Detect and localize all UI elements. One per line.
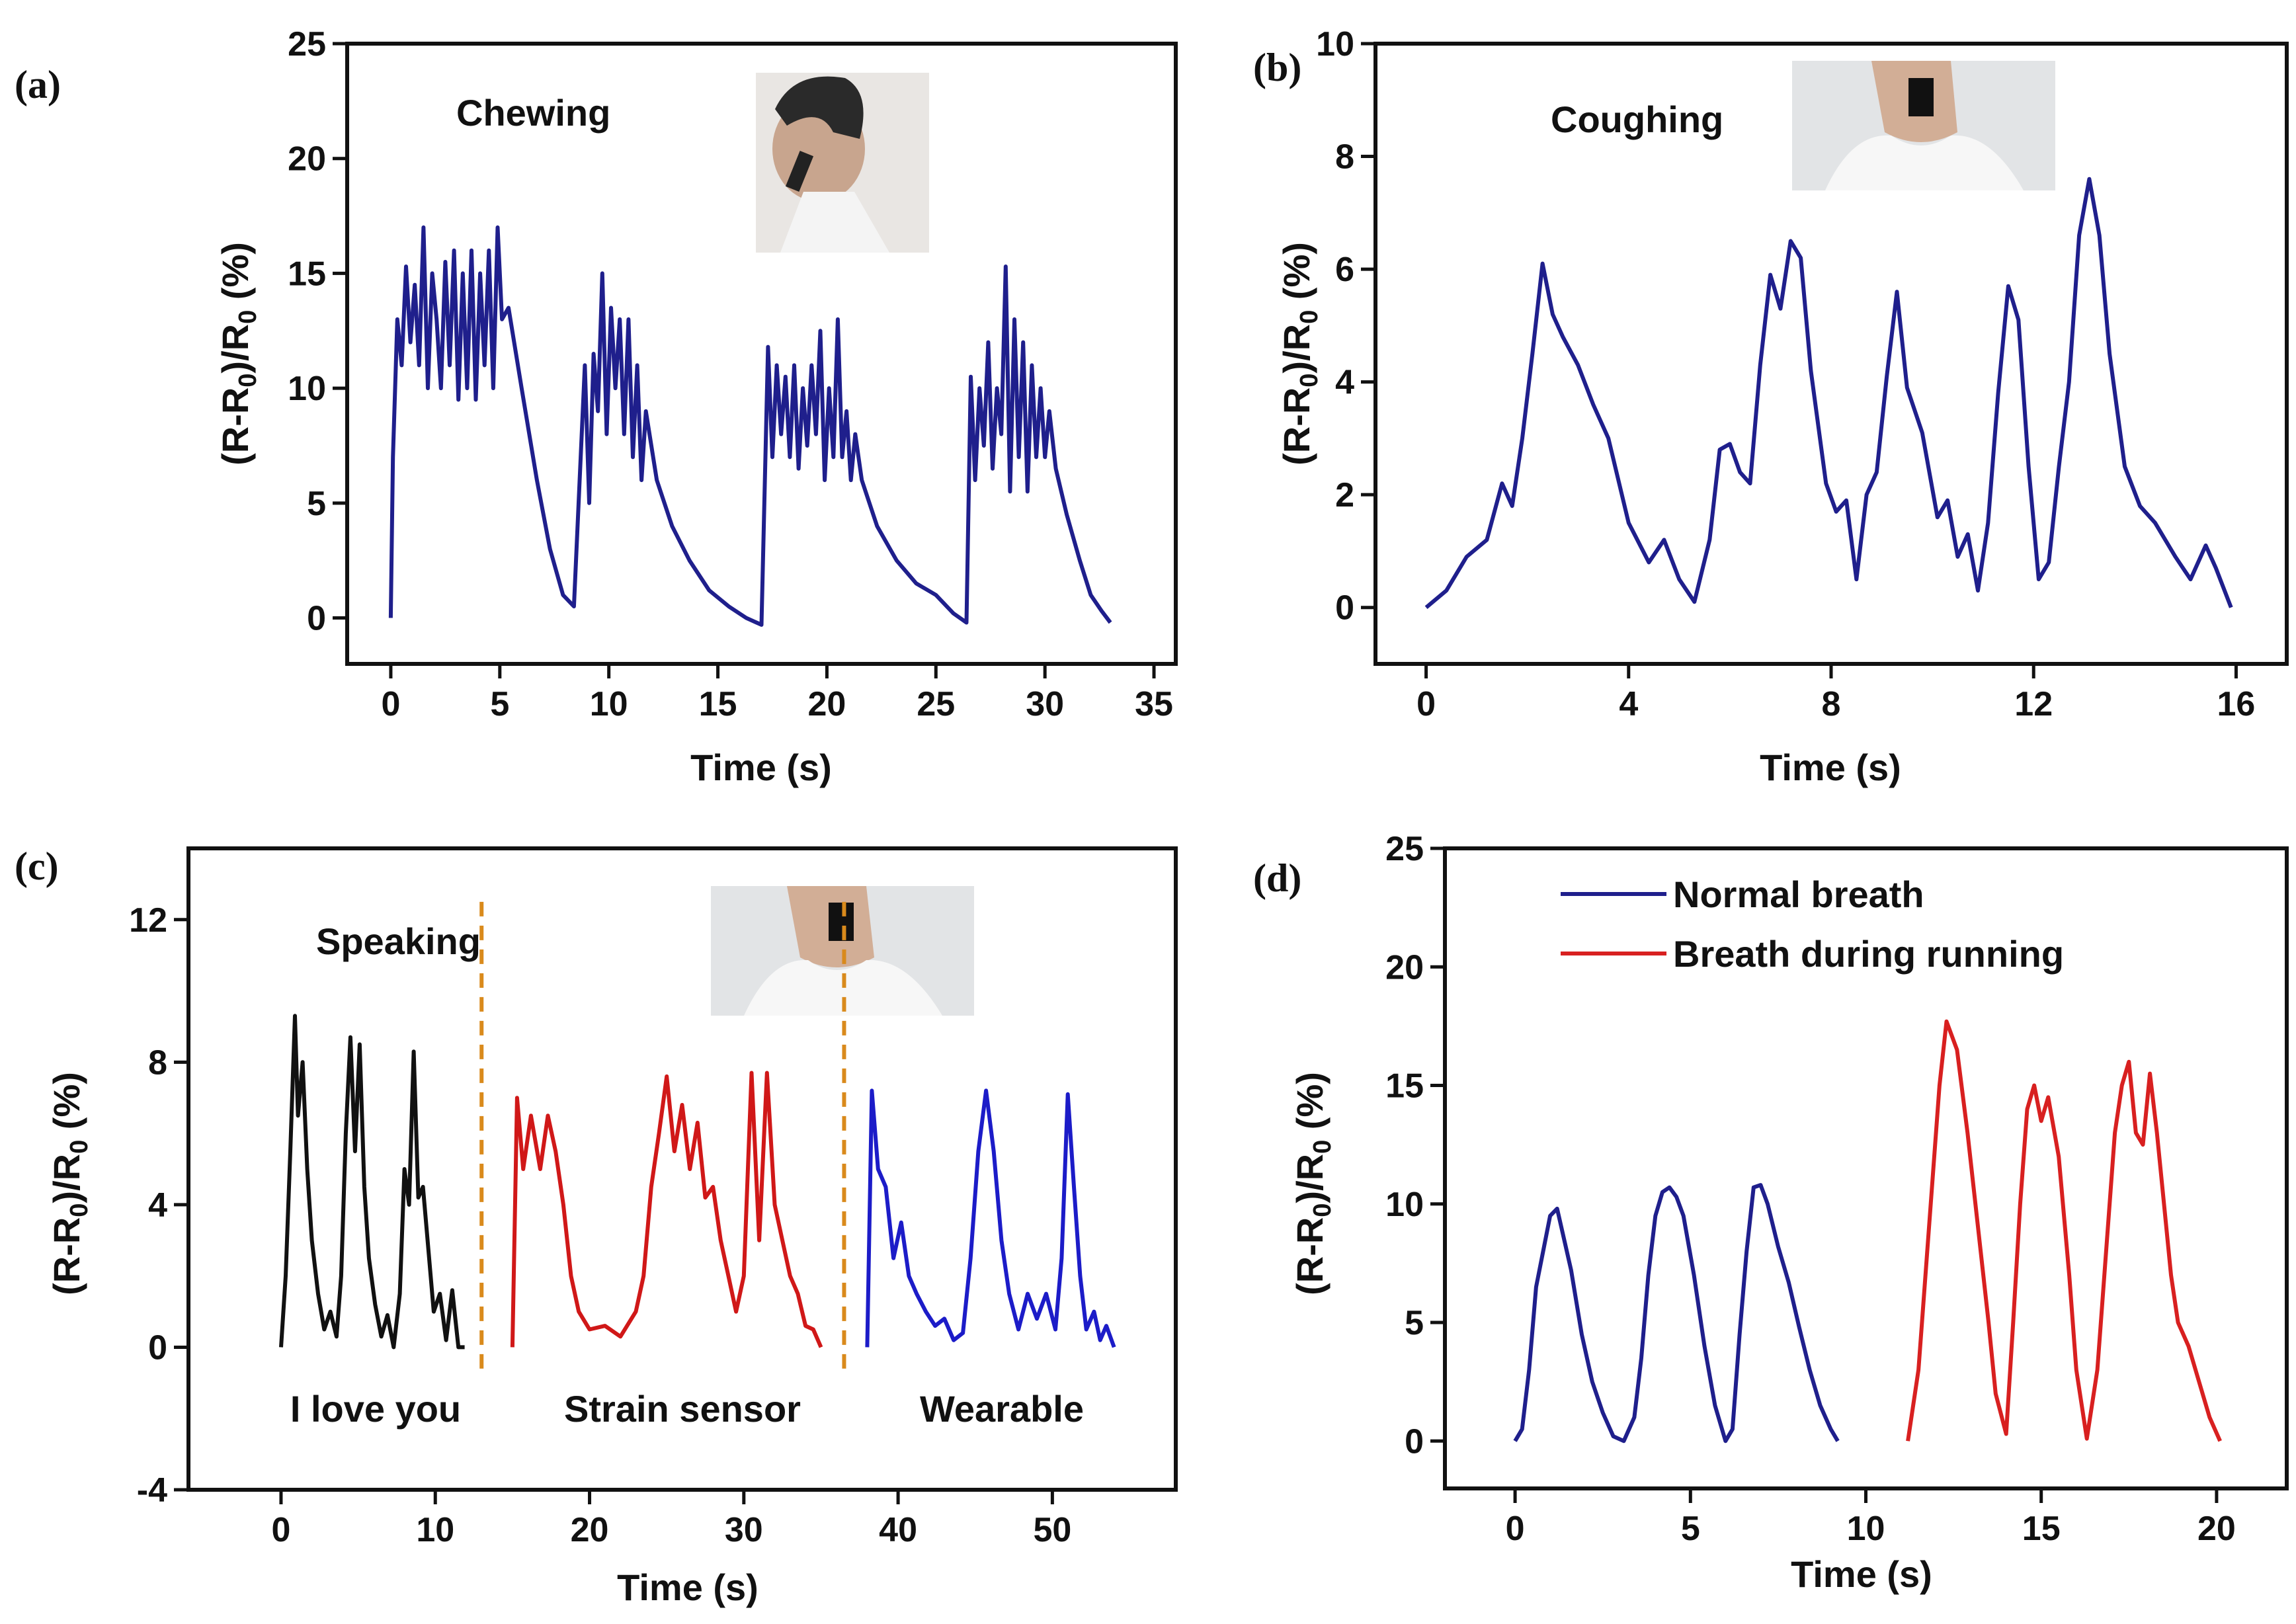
panel-d-legend: Normal breath Breath during running bbox=[1561, 873, 2064, 975]
panel-d-series-line bbox=[1906, 1019, 2222, 1442]
panel-c-y-tick-label: -4 bbox=[137, 1471, 167, 1510]
panel-a-frame bbox=[345, 42, 1178, 666]
panel-b-x-tick-label: 8 bbox=[1822, 685, 1841, 723]
panel-a-title: Chewing bbox=[456, 92, 610, 134]
panel-a-x-tick-label: 5 bbox=[490, 685, 509, 723]
panel-c-annotation-strain-sensor: Strain sensor bbox=[564, 1388, 801, 1430]
panel-b-y-ticks: 0 2 4 6 8 10 bbox=[1316, 25, 1375, 628]
panel-a-x-ticks: 0 5 10 15 20 25 30 35 bbox=[381, 664, 1173, 723]
panel-c-series-line bbox=[510, 1071, 823, 1348]
panel-d: (d) Normal breath Breath during running … bbox=[1253, 830, 2289, 1595]
panel-c-y-tick-label: 8 bbox=[148, 1043, 167, 1082]
panel-d-label: (d) bbox=[1253, 856, 1301, 900]
panel-c-y-tick-label: 0 bbox=[148, 1328, 167, 1367]
panel-c-annotation-wearable: Wearable bbox=[920, 1388, 1084, 1430]
panel-a-y-tick-label: 10 bbox=[288, 370, 326, 408]
panel-a-y-tick-label: 25 bbox=[288, 25, 326, 63]
panel-b-series-line bbox=[1424, 177, 2233, 610]
panel-c-annotation-i-love-you: I love you bbox=[290, 1388, 461, 1430]
panel-d-y-tick-label: 20 bbox=[1385, 948, 1424, 987]
panel-d-y-tick-label: 25 bbox=[1385, 830, 1424, 868]
panel-c-y-tick-label: 12 bbox=[129, 901, 167, 940]
panel-c-dividers bbox=[479, 901, 846, 1369]
panel-a-x-tick-label: 30 bbox=[1026, 685, 1064, 723]
panel-b: (b) Coughing Time (s) (R-R0)/R0 (%) 0 4 8 1… bbox=[1253, 25, 2289, 788]
panel-b-series bbox=[1424, 177, 2233, 610]
panel-d-y-tick-label: 15 bbox=[1385, 1067, 1424, 1106]
panel-c-x-tick-label: 30 bbox=[725, 1511, 763, 1549]
panel-d-ylabel: (R-R0)/R0 (%) bbox=[1289, 1072, 1336, 1295]
panel-d-x-tick-label: 15 bbox=[2022, 1510, 2061, 1548]
panel-b-y-tick-label: 4 bbox=[1335, 364, 1354, 402]
panel-d-x-tick-label: 20 bbox=[2197, 1510, 2236, 1548]
panel-c-series-line bbox=[865, 1088, 1116, 1348]
panel-a-series-line bbox=[388, 225, 1112, 627]
panel-d-xlabel: Time (s) bbox=[1791, 1553, 1932, 1595]
panel-c-series-line bbox=[279, 1014, 465, 1350]
panel-d-series-line bbox=[1513, 1183, 1840, 1443]
panel-d-x-tick-label: 0 bbox=[1506, 1510, 1525, 1548]
panel-b-xlabel: Time (s) bbox=[1760, 747, 1901, 788]
panel-b-photo bbox=[1792, 61, 2055, 190]
panel-c-x-ticks: 0 10 20 30 40 50 bbox=[272, 1490, 1071, 1549]
panel-d-y-ticks: 0 5 10 15 20 25 bbox=[1385, 830, 1445, 1461]
panel-d-y-tick-label: 10 bbox=[1385, 1186, 1424, 1224]
panel-a: (a) Chewing Time (s) (R-R0)/R0 (%) 0 5 10 1… bbox=[15, 25, 1178, 788]
panel-c-label: (c) bbox=[15, 844, 59, 888]
panel-c-xlabel: Time (s) bbox=[617, 1566, 758, 1608]
panel-b-x-tick-label: 16 bbox=[2217, 685, 2256, 723]
panel-a-x-tick-label: 10 bbox=[590, 685, 628, 723]
panel-b-x-tick-label: 4 bbox=[1619, 685, 1638, 723]
panel-d-x-tick-label: 10 bbox=[1847, 1510, 1885, 1548]
panel-b-y-tick-label: 2 bbox=[1335, 476, 1354, 514]
panel-c-x-tick-label: 0 bbox=[272, 1511, 291, 1549]
panel-c-title: Speaking bbox=[316, 920, 481, 962]
panel-a-ylabel: (R-R0)/R0 (%) bbox=[214, 242, 262, 466]
panel-d-x-ticks: 0 5 10 15 20 bbox=[1506, 1488, 2236, 1548]
panel-a-photo bbox=[756, 73, 929, 253]
panel-a-x-tick-label: 25 bbox=[917, 685, 955, 723]
panel-a-x-tick-label: 35 bbox=[1135, 685, 1173, 723]
panel-c-ylabel: (R-R0)/R0 (%) bbox=[46, 1072, 93, 1295]
panel-c: (c) Speaking I love you Strain sensor We… bbox=[15, 844, 1178, 1608]
panel-c-x-tick-label: 50 bbox=[1033, 1511, 1071, 1549]
panel-a-y-ticks: 0 5 10 15 20 25 bbox=[288, 25, 347, 638]
panel-b-x-tick-label: 0 bbox=[1416, 685, 1436, 723]
panel-a-y-tick-label: 0 bbox=[307, 600, 326, 638]
panel-d-series bbox=[1513, 1019, 2222, 1443]
panel-a-x-tick-label: 0 bbox=[381, 685, 400, 723]
panel-a-y-tick-label: 15 bbox=[288, 255, 326, 293]
legend-label-breath-during-running: Breath during running bbox=[1673, 933, 2064, 975]
panel-b-y-tick-label: 10 bbox=[1316, 25, 1354, 63]
panel-c-y-tick-label: 4 bbox=[148, 1186, 167, 1225]
panel-d-y-tick-label: 5 bbox=[1405, 1304, 1424, 1342]
panel-b-y-tick-label: 6 bbox=[1335, 251, 1354, 289]
panel-b-y-tick-label: 0 bbox=[1335, 589, 1354, 628]
panel-b-x-ticks: 0 4 8 12 16 bbox=[1416, 664, 2255, 723]
panel-a-y-tick-label: 5 bbox=[307, 485, 326, 523]
panel-c-x-tick-label: 10 bbox=[416, 1511, 454, 1549]
panel-a-x-tick-label: 20 bbox=[807, 685, 846, 723]
legend-label-normal-breath: Normal breath bbox=[1673, 873, 1924, 915]
panel-a-xlabel: Time (s) bbox=[690, 747, 832, 788]
panel-a-series bbox=[388, 225, 1112, 627]
panel-c-x-tick-label: 40 bbox=[879, 1511, 917, 1549]
panel-b-label: (b) bbox=[1253, 46, 1301, 89]
panel-d-y-tick-label: 0 bbox=[1405, 1422, 1424, 1461]
panel-c-frame bbox=[186, 846, 1178, 1492]
panel-b-title: Coughing bbox=[1551, 99, 1723, 140]
panel-a-x-tick-label: 15 bbox=[699, 685, 737, 723]
panel-a-label: (a) bbox=[15, 63, 61, 106]
panel-d-x-tick-label: 5 bbox=[1681, 1510, 1700, 1548]
panel-b-y-tick-label: 8 bbox=[1335, 138, 1354, 177]
panel-c-x-tick-label: 20 bbox=[571, 1511, 609, 1549]
panel-a-y-tick-label: 20 bbox=[288, 140, 326, 179]
panel-c-series bbox=[279, 1014, 1116, 1350]
panel-b-ylabel: (R-R0)/R0 (%) bbox=[1276, 242, 1323, 466]
panel-b-x-tick-label: 12 bbox=[2014, 685, 2053, 723]
panel-c-y-ticks: -4 0 4 8 12 bbox=[129, 901, 188, 1510]
